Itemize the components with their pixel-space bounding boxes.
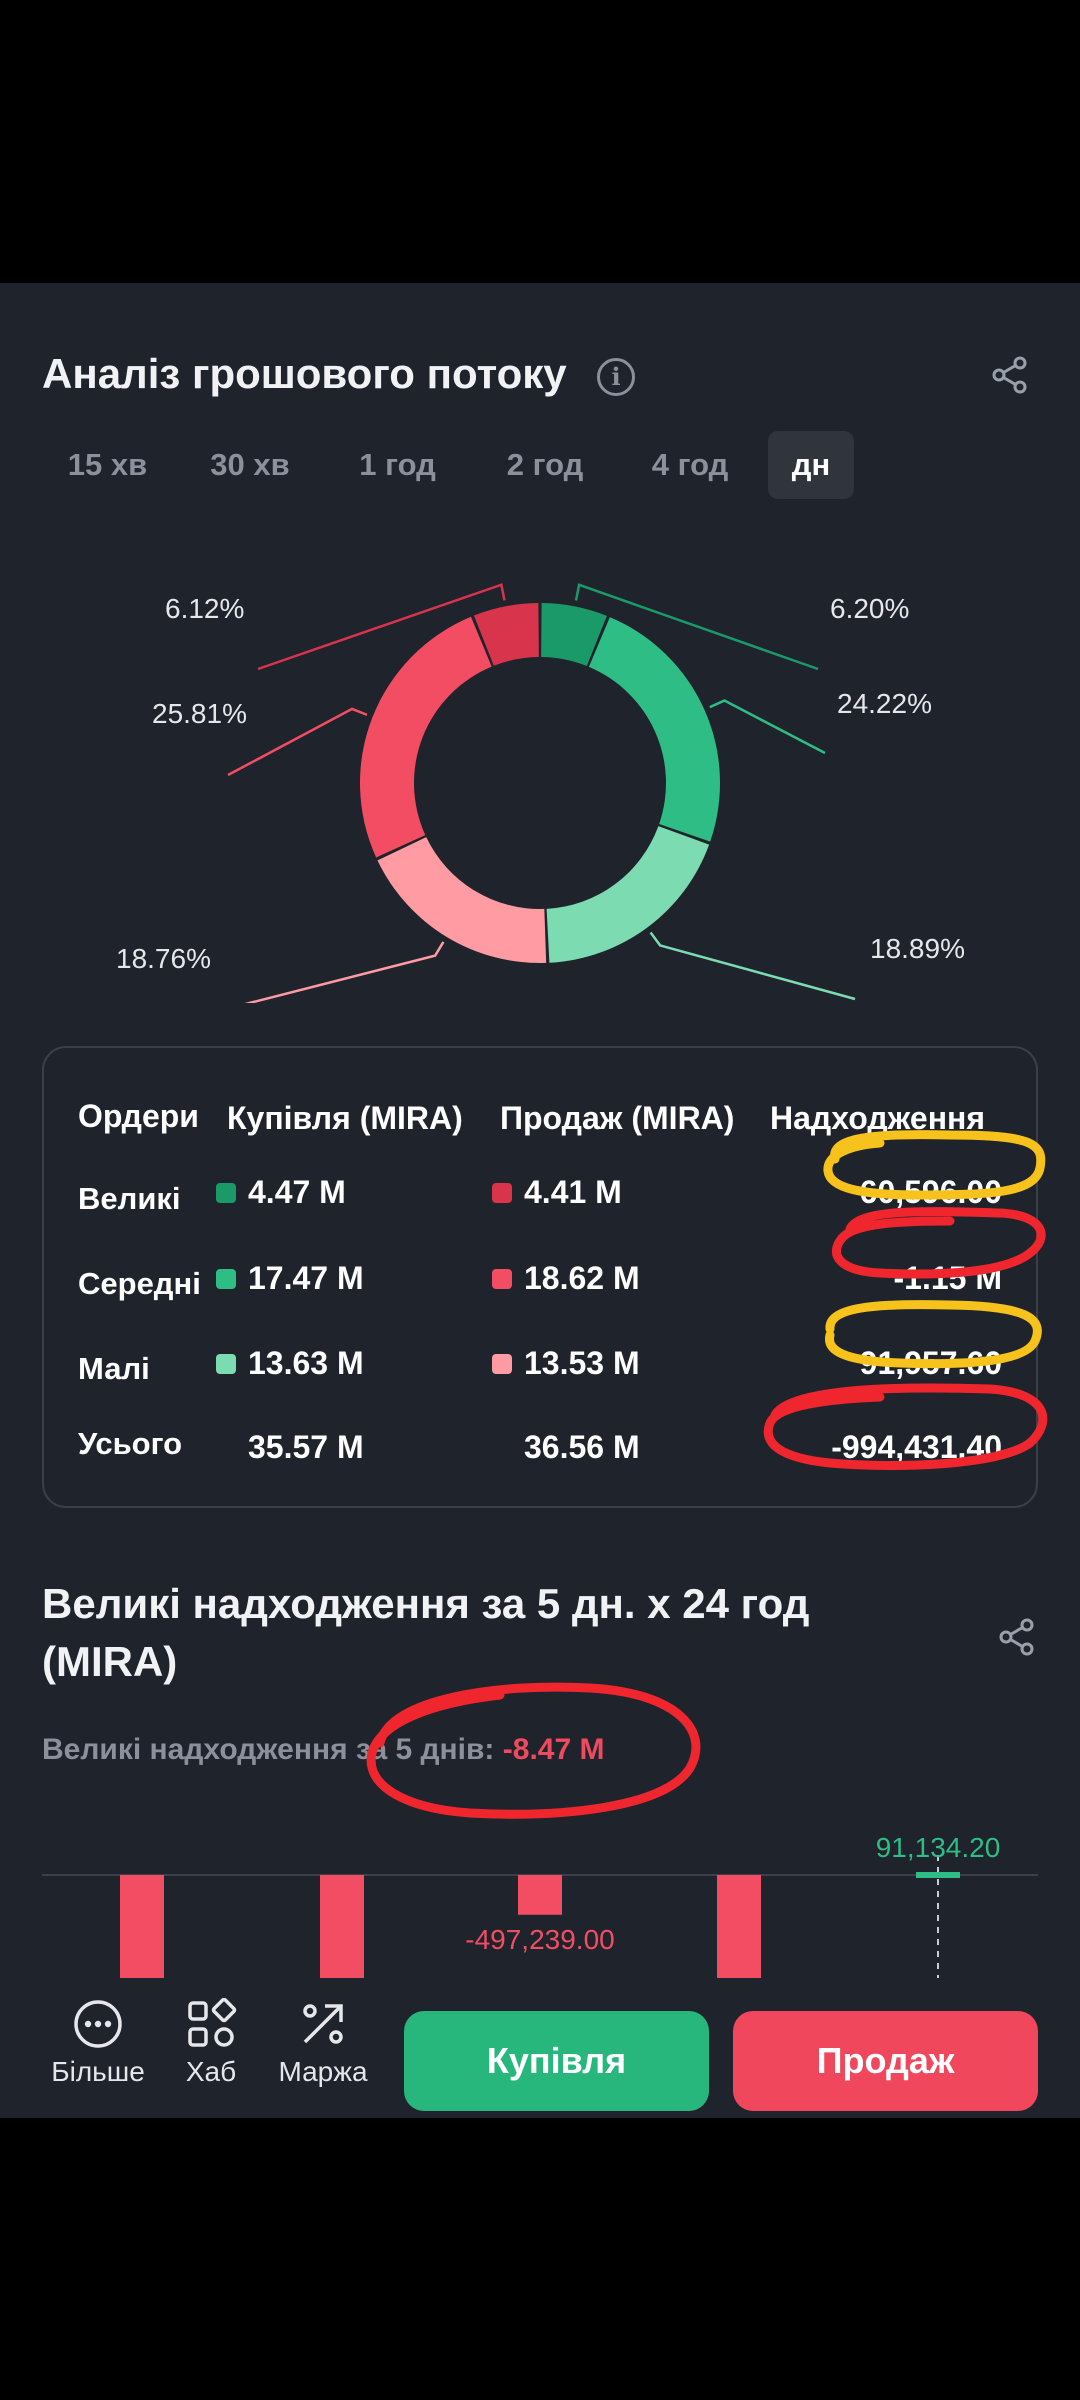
donut-leader-line-0 xyxy=(574,583,819,671)
tab-4h[interactable]: 4 год xyxy=(651,447,729,482)
tab-1d[interactable]: дн xyxy=(768,431,854,499)
inflow-small: 91,957.60 xyxy=(859,1345,1002,1381)
slice-label-sell-large: 6.12% xyxy=(165,593,245,624)
donut-leader-line-4 xyxy=(227,707,368,777)
donut-leader-line-2 xyxy=(649,931,856,1001)
donut-svg xyxy=(225,583,856,1011)
tab-2h[interactable]: 2 год xyxy=(506,447,584,482)
col-header-buy: Купівля (MIRA) xyxy=(227,1100,463,1136)
share-icon[interactable] xyxy=(997,1617,1037,1657)
bar-0[interactable] xyxy=(120,1875,164,1981)
tab-1h[interactable]: 1 год xyxy=(359,447,436,482)
slice-label-buy-medium: 24.22% xyxy=(837,688,932,719)
donut-leader-line-3 xyxy=(225,941,445,1011)
tab-15m[interactable]: 15 хв xyxy=(67,447,148,482)
large-inflow-summary-label: Великі надходження за 5 днів: xyxy=(42,1733,495,1766)
buy-medium-value: 17.47 M xyxy=(248,1260,364,1296)
donut-leader-line-5 xyxy=(257,583,506,671)
bar-label-4: 91,134.20 xyxy=(876,1832,1001,1863)
nav-hub[interactable]: Хаб xyxy=(156,1998,266,2088)
more-icon xyxy=(74,2000,122,2048)
row-label-small: Малі xyxy=(78,1351,150,1386)
cashflow-title: Аналіз грошового потоку xyxy=(42,350,567,397)
inflow-medium: -1.15 M xyxy=(893,1260,1002,1296)
sell-large: 4.41 M xyxy=(492,1174,622,1211)
legend-square xyxy=(492,1353,512,1374)
sell-total: 36.56 M xyxy=(524,1429,640,1465)
row-label-total: Усього xyxy=(78,1426,183,1461)
bar-2[interactable] xyxy=(518,1875,562,1915)
donut-leader-line-1 xyxy=(709,699,826,755)
large-inflow-summary: Великі надходження за 5 днів: -8.47 M xyxy=(42,1733,604,1767)
buy-large-value: 4.47 M xyxy=(248,1174,346,1210)
legend-square xyxy=(492,1182,512,1203)
col-header-orders: Ордери xyxy=(78,1098,199,1134)
donut-slice-1 xyxy=(588,617,721,842)
legend-square xyxy=(216,1182,236,1203)
hub-icon xyxy=(188,1998,237,2047)
large-inflow-title-line1: Великі надходження за 5 дн. х 24 год xyxy=(42,1580,810,1627)
app-screen: Аналіз грошового потоку i 15 хв 30 хв 1 … xyxy=(0,283,1080,2118)
bar-3[interactable] xyxy=(717,1875,761,1983)
timeframe-tabs: 15 хв 30 хв 1 год 2 год 4 год дн xyxy=(40,431,854,499)
sell-large-value: 4.41 M xyxy=(524,1174,622,1210)
info-icon[interactable]: i xyxy=(597,358,635,396)
nav-more[interactable]: Більше xyxy=(43,1998,153,2088)
buy-small: 13.63 M xyxy=(216,1345,364,1382)
buy-total: 35.57 M xyxy=(248,1429,364,1465)
large-inflow-title-line2: (MIRA) xyxy=(42,1638,178,1685)
donut-slice-5 xyxy=(473,603,539,666)
row-label-large: Великі xyxy=(78,1181,181,1216)
donut-slice-0 xyxy=(541,603,607,667)
nav-more-label: Більше xyxy=(51,2056,145,2087)
col-header-inflow: Надходження xyxy=(770,1100,986,1136)
cashflow-donut-chart: 6.20% 24.22% 18.89% 18.76% 25.81% 6.12% xyxy=(0,543,1080,1011)
donut-slice-2 xyxy=(546,826,710,963)
sell-small-value: 13.53 M xyxy=(524,1345,640,1381)
legend-square xyxy=(216,1268,236,1289)
legend-square xyxy=(216,1353,236,1374)
buy-large: 4.47 M xyxy=(216,1174,346,1211)
bar-label-2: -497,239.00 xyxy=(465,1924,614,1955)
sell-medium-value: 18.62 M xyxy=(524,1260,640,1296)
buy-small-value: 13.63 M xyxy=(248,1345,364,1381)
nav-hub-label: Хаб xyxy=(185,2056,237,2087)
share-icon[interactable] xyxy=(990,355,1030,395)
inflow-large: 60,596.00 xyxy=(859,1174,1002,1210)
large-inflow-summary-value: -8.47 M xyxy=(502,1733,605,1766)
slice-label-buy-small: 18.89% xyxy=(870,933,965,964)
tab-30m[interactable]: 30 хв xyxy=(210,447,290,482)
nav-margin-label: Маржа xyxy=(278,2056,368,2087)
sell-button[interactable]: Продаж xyxy=(733,2011,1038,2111)
buy-button[interactable]: Купівля xyxy=(404,2011,709,2111)
margin-icon xyxy=(303,2004,343,2044)
donut-slice-4 xyxy=(359,616,492,858)
sell-medium: 18.62 M xyxy=(492,1260,640,1297)
bottom-action-bar: Більше Хаб Маржа Купівля Продаж xyxy=(0,1978,1080,2118)
sell-small: 13.53 M xyxy=(492,1345,640,1382)
donut-slice-3 xyxy=(377,837,547,963)
slice-label-buy-large: 6.20% xyxy=(830,593,910,624)
nav-margin[interactable]: Маржа xyxy=(268,1998,378,2088)
bar-4[interactable] xyxy=(916,1872,960,1878)
col-header-sell: Продаж (MIRA) xyxy=(500,1100,735,1136)
slice-label-sell-small: 18.76% xyxy=(116,943,211,974)
row-label-medium: Середні xyxy=(78,1266,201,1301)
buy-medium: 17.47 M xyxy=(216,1260,364,1297)
slice-label-sell-medium: 25.81% xyxy=(152,698,247,729)
orders-table: Ордери Купівля (MIRA) Продаж (MIRA) Надх… xyxy=(42,1046,1038,1508)
inflow-total: -994,431.40 xyxy=(831,1429,1002,1465)
legend-square xyxy=(492,1268,512,1289)
